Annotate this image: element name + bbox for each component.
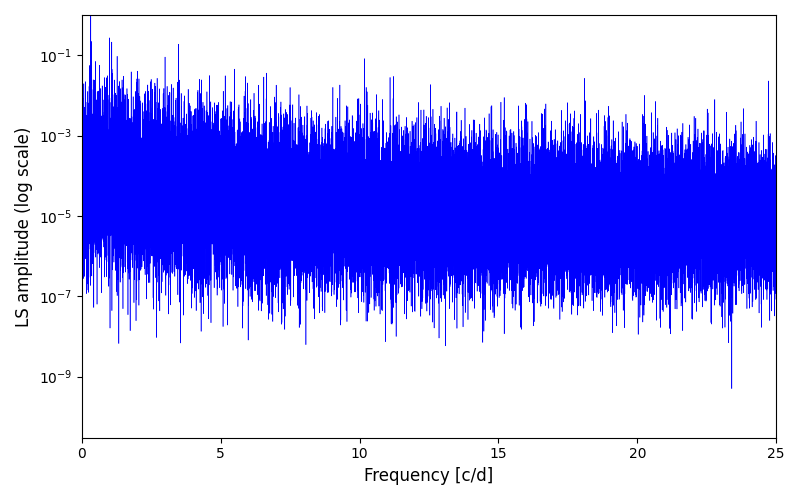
Y-axis label: LS amplitude (log scale): LS amplitude (log scale): [15, 126, 33, 326]
X-axis label: Frequency [c/d]: Frequency [c/d]: [364, 467, 494, 485]
